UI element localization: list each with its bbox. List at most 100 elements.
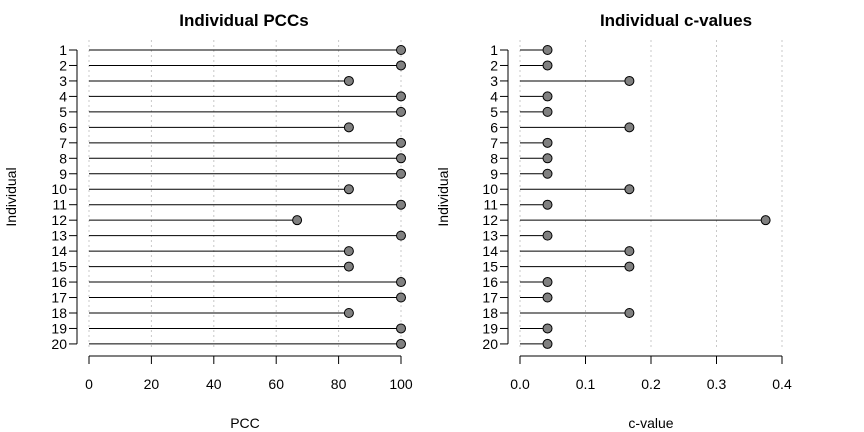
data-point — [624, 122, 635, 133]
data-point — [542, 137, 553, 148]
y-tick-label: 18 — [482, 305, 498, 321]
x-axis: 0.0 0.1 0.2 0.3 0.4 — [510, 355, 792, 392]
data-point — [542, 153, 553, 164]
x-axis-label: PCC — [230, 415, 260, 431]
y-tick-label: 13 — [482, 228, 498, 244]
data-point — [343, 307, 354, 318]
data-point — [343, 261, 354, 272]
y-tick-label: 20 — [51, 336, 67, 352]
data-point — [542, 292, 553, 303]
data-point — [624, 246, 635, 257]
data-marks — [520, 45, 771, 349]
data-point — [396, 168, 406, 179]
chart-panel-1: Individual PCCs1234567891011121314151617… — [3, 11, 413, 431]
y-tick-label: 8 — [59, 150, 67, 166]
x-axis: 0 20 40 60 80 100 — [85, 355, 413, 392]
y-tick-label: 10 — [51, 181, 67, 197]
x-tick-label: 0.4 — [772, 376, 792, 392]
y-tick-label: 7 — [59, 135, 67, 151]
x-tick-label: 0.2 — [641, 376, 661, 392]
data-point — [542, 91, 553, 102]
y-tick-label: 12 — [482, 212, 498, 228]
data-point — [542, 230, 553, 241]
y-tick-label: 3 — [59, 73, 67, 89]
grid-lines — [519, 40, 783, 350]
data-point — [396, 199, 406, 210]
y-tick-label: 20 — [482, 336, 498, 352]
x-tick-label: 0.1 — [576, 376, 596, 392]
y-tick-label: 2 — [59, 57, 67, 73]
y-tick-label: 12 — [51, 212, 67, 228]
data-point — [396, 45, 406, 55]
data-point — [343, 75, 354, 86]
data-point — [624, 307, 635, 318]
x-axis-label: c-value — [628, 415, 673, 431]
data-point — [624, 75, 635, 86]
y-tick-label: 1 — [59, 42, 67, 58]
y-tick-label: 7 — [490, 135, 498, 151]
data-point — [542, 277, 553, 288]
data-point — [396, 292, 406, 303]
data-point — [542, 338, 553, 349]
data-point — [624, 261, 635, 272]
y-tick-label: 14 — [482, 243, 498, 259]
data-point — [542, 199, 553, 210]
data-point — [396, 153, 406, 164]
y-tick-label: 16 — [482, 274, 498, 290]
x-tick-label: 0.0 — [510, 376, 530, 392]
data-point — [396, 91, 406, 102]
y-axis-label: Individual — [435, 167, 451, 226]
data-point — [343, 184, 354, 195]
data-point — [542, 323, 553, 334]
y-tick-label: 11 — [483, 197, 498, 213]
data-point — [396, 230, 406, 241]
data-point — [760, 215, 771, 226]
data-point — [396, 137, 406, 148]
chart-title: Individual c-values — [600, 11, 752, 30]
data-marks — [89, 45, 406, 349]
x-tick-label: 60 — [268, 376, 284, 392]
y-tick-label: 18 — [51, 305, 67, 321]
y-tick-label: 2 — [490, 57, 498, 73]
data-point — [396, 106, 406, 117]
data-point — [343, 246, 354, 257]
data-point — [396, 277, 406, 288]
data-point — [343, 122, 354, 133]
y-tick-label: 14 — [51, 243, 67, 259]
y-tick-label: 5 — [490, 104, 498, 120]
chart-panel-2: Individual c-values123456789101112131415… — [435, 11, 792, 431]
y-tick-label: 17 — [482, 290, 498, 306]
data-point — [292, 215, 303, 226]
data-point — [624, 184, 635, 195]
data-point — [542, 60, 553, 71]
y-tick-label: 4 — [59, 88, 67, 104]
data-point — [542, 168, 553, 179]
y-tick-label: 9 — [490, 166, 498, 182]
y-axis-label: Individual — [3, 167, 19, 226]
y-tick-label: 6 — [490, 119, 498, 135]
data-point — [542, 45, 553, 55]
y-tick-label: 1 — [490, 42, 498, 58]
y-tick-label: 8 — [490, 150, 498, 166]
x-tick-label: 20 — [144, 376, 160, 392]
y-tick-label: 19 — [51, 320, 67, 336]
y-tick-label: 3 — [490, 73, 498, 89]
y-tick-label: 15 — [482, 259, 498, 275]
y-tick-label: 15 — [51, 259, 67, 275]
data-point — [542, 106, 553, 117]
data-point — [396, 323, 406, 334]
y-tick-label: 6 — [59, 119, 67, 135]
data-point — [396, 60, 406, 71]
x-tick-label: 0 — [85, 376, 93, 392]
data-point — [396, 338, 406, 349]
y-tick-label: 11 — [52, 197, 67, 213]
y-tick-label: 5 — [59, 104, 67, 120]
x-tick-label: 0.3 — [707, 376, 727, 392]
y-tick-label: 10 — [482, 181, 498, 197]
y-tick-label: 16 — [51, 274, 67, 290]
y-tick-label: 9 — [59, 166, 67, 182]
